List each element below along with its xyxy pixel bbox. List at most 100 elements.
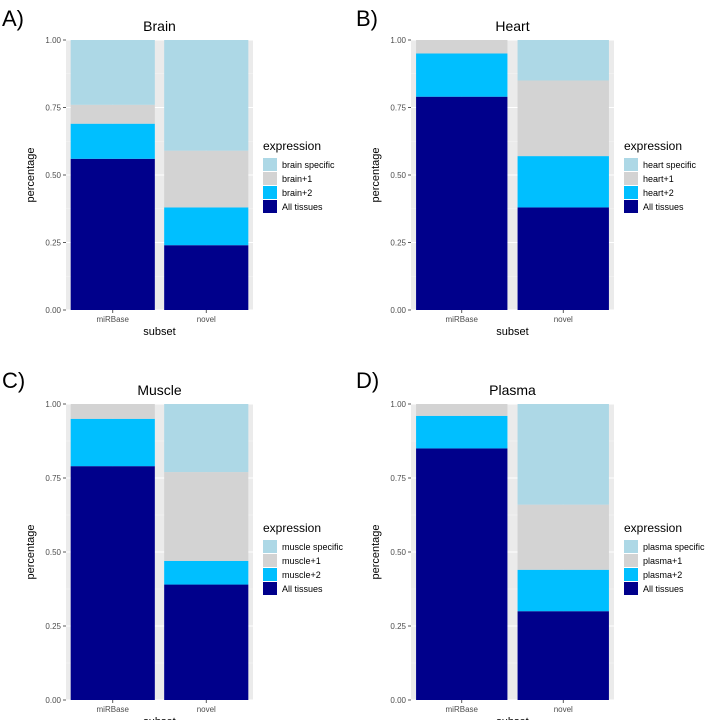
y-tick-label: 0.50 bbox=[45, 171, 61, 180]
legend-label: brain specific bbox=[282, 160, 335, 170]
y-tick-label: 1.00 bbox=[45, 400, 61, 409]
x-tick-label: novel bbox=[554, 705, 573, 714]
y-tick-label: 0.00 bbox=[390, 696, 406, 705]
y-tick-label: 0.75 bbox=[45, 474, 61, 483]
chart-title: Plasma bbox=[489, 382, 536, 398]
y-tick-label: 0.25 bbox=[390, 622, 406, 631]
legend-label: brain+1 bbox=[282, 174, 312, 184]
legend-item: All tissues bbox=[263, 582, 323, 595]
x-axis-title: subset bbox=[496, 716, 528, 720]
bar-segment-plus1-mirbase bbox=[70, 104, 155, 124]
chart-svg: A) Brain 0.00 0.25 0.50 0.75 1.00 miRBase novel s… bbox=[2, 6, 335, 338]
bar-segment-all-mirbase bbox=[416, 448, 508, 700]
legend-swatch bbox=[263, 540, 277, 553]
legend-swatch bbox=[263, 200, 277, 213]
legend-label: All tissues bbox=[282, 584, 323, 594]
legend-label: muscle+2 bbox=[282, 570, 321, 580]
legend-item: muscle+2 bbox=[263, 568, 321, 581]
x-axis-title: subset bbox=[143, 716, 175, 720]
legend-item: plasma specific bbox=[624, 540, 705, 553]
bar-segment-specific-mirbase bbox=[70, 40, 155, 105]
legend-item: muscle+1 bbox=[263, 554, 321, 567]
legend-item: heart specific bbox=[624, 158, 697, 171]
bar-segment-specific-novel bbox=[517, 404, 609, 505]
y-tick-label: 1.00 bbox=[45, 36, 61, 45]
y-tick-label: 0.50 bbox=[45, 548, 61, 557]
y-tick-label: 0.25 bbox=[45, 622, 61, 631]
x-tick-label: miRBase bbox=[446, 705, 479, 714]
bar-segment-all-mirbase bbox=[70, 466, 155, 700]
bar-segment-all-novel bbox=[517, 611, 609, 700]
chart-panel-brain: A) Brain 0.00 0.25 0.50 0.75 1.00 miRBase novel s… bbox=[0, 0, 354, 338]
chart-title: Heart bbox=[495, 18, 529, 34]
legend-label: brain+2 bbox=[282, 188, 312, 198]
bar-segment-plus2-novel bbox=[164, 207, 249, 246]
legend-swatch bbox=[263, 172, 277, 185]
y-axis-title: percentage bbox=[25, 147, 37, 202]
legend-item: brain+2 bbox=[263, 186, 312, 199]
chart-panel-muscle: C) Muscle 0.00 0.25 0.50 0.75 1.00 miRBase novel… bbox=[0, 362, 354, 720]
legend-swatch bbox=[624, 554, 638, 567]
legend-swatch bbox=[624, 200, 638, 213]
bar-segment-plus2-mirbase bbox=[70, 418, 155, 467]
bar-segment-plus1-novel bbox=[164, 472, 249, 561]
bar-segment-plus1-mirbase bbox=[416, 40, 508, 54]
bar-segment-plus2-mirbase bbox=[70, 123, 155, 159]
legend-item: muscle specific bbox=[263, 540, 344, 553]
legend-swatch bbox=[263, 554, 277, 567]
bar-segment-all-novel bbox=[517, 207, 609, 310]
legend-item: plasma+2 bbox=[624, 568, 682, 581]
legend-label: plasma+2 bbox=[643, 570, 682, 580]
y-tick-label: 0.75 bbox=[390, 474, 406, 483]
legend-label: muscle specific bbox=[282, 542, 344, 552]
y-axis-title: percentage bbox=[370, 524, 382, 579]
bar-segment-specific-novel bbox=[164, 40, 249, 151]
legend-label: heart specific bbox=[643, 160, 697, 170]
y-tick-label: 0.00 bbox=[45, 306, 61, 315]
x-axis-title: subset bbox=[143, 326, 175, 338]
legend-swatch bbox=[263, 568, 277, 581]
chart-title: Brain bbox=[143, 18, 176, 34]
y-tick-label: 0.00 bbox=[390, 306, 406, 315]
legend-label: All tissues bbox=[643, 202, 684, 212]
y-tick-label: 1.00 bbox=[390, 36, 406, 45]
legend-title: expression bbox=[624, 139, 682, 153]
y-tick-label: 0.00 bbox=[45, 696, 61, 705]
legend-label: muscle+1 bbox=[282, 556, 321, 566]
legend-item: brain+1 bbox=[263, 172, 312, 185]
chart-svg: B) Heart 0.00 0.25 0.50 0.75 1.00 miRBase novel s… bbox=[356, 6, 697, 338]
legend-item: plasma+1 bbox=[624, 554, 682, 567]
x-tick-label: novel bbox=[197, 315, 216, 324]
panel-letter: B) bbox=[356, 6, 378, 31]
x-tick-label: miRBase bbox=[446, 315, 479, 324]
bar-segment-all-novel bbox=[164, 584, 249, 700]
x-axis-title: subset bbox=[496, 326, 528, 338]
legend-swatch bbox=[263, 186, 277, 199]
y-axis-title: percentage bbox=[370, 147, 382, 202]
y-tick-label: 0.75 bbox=[45, 104, 61, 113]
legend-swatch bbox=[624, 186, 638, 199]
legend-swatch bbox=[624, 582, 638, 595]
bar-segment-all-mirbase bbox=[70, 158, 155, 310]
bar-segment-plus2-mirbase bbox=[416, 415, 508, 449]
bar-segment-plus2-novel bbox=[517, 569, 609, 612]
legend-item: heart+2 bbox=[624, 186, 674, 199]
legend-swatch bbox=[624, 540, 638, 553]
bar-segment-plus1-novel bbox=[517, 504, 609, 570]
legend-title: expression bbox=[263, 139, 321, 153]
legend-item: All tissues bbox=[263, 200, 323, 213]
bar-segment-plus1-novel bbox=[164, 150, 249, 208]
legend-label: heart+1 bbox=[643, 174, 674, 184]
chart-panel-plasma: D) Plasma 0.00 0.25 0.50 0.75 1.00 miRBase novel… bbox=[354, 362, 709, 720]
legend-swatch bbox=[624, 172, 638, 185]
bar-segment-all-mirbase bbox=[416, 96, 508, 310]
legend-swatch bbox=[624, 568, 638, 581]
y-tick-label: 1.00 bbox=[390, 400, 406, 409]
y-tick-label: 0.50 bbox=[390, 171, 406, 180]
y-tick-label: 0.50 bbox=[390, 548, 406, 557]
legend-item: brain specific bbox=[263, 158, 335, 171]
legend-label: heart+2 bbox=[643, 188, 674, 198]
panel-letter: C) bbox=[2, 368, 25, 393]
chart-panel-heart: B) Heart 0.00 0.25 0.50 0.75 1.00 miRBase novel s… bbox=[354, 0, 709, 338]
legend-swatch bbox=[263, 582, 277, 595]
